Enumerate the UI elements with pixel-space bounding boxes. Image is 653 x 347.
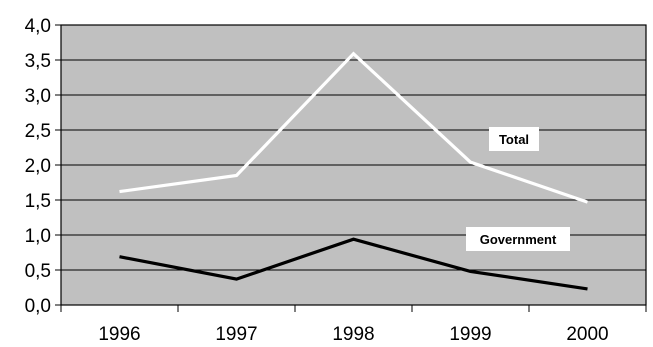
y-tick-label: 2,5 — [25, 121, 51, 142]
x-axis-tick-labels: 1996 1997 1998 1999 2000 — [98, 324, 608, 345]
y-tick-label: 3,0 — [25, 86, 51, 107]
series-label-government-box — [466, 227, 570, 251]
series-label-government-text: Government — [480, 232, 557, 247]
y-tick-label: 3,5 — [25, 51, 51, 72]
y-tick-label: 2,0 — [25, 156, 51, 177]
y-tick-label: 1,0 — [25, 226, 51, 247]
series-label-total-text: Total — [499, 132, 529, 147]
y-tick-label: 0,5 — [25, 261, 51, 282]
y-tick-label: 4,0 — [25, 16, 51, 37]
series-lines — [119, 51, 589, 291]
y-tick-label: 0,0 — [25, 296, 51, 317]
series-label-total: Total — [489, 127, 539, 151]
x-tick-label: 1996 — [98, 324, 140, 345]
x-tick-label: 1999 — [449, 324, 491, 345]
axes — [60, 305, 647, 312]
x-tick-label: 2000 — [566, 324, 608, 345]
series-label-government: Government — [466, 227, 570, 251]
series-label-total-box — [489, 127, 539, 151]
x-tick-label: 1997 — [215, 324, 257, 345]
x-tick-label: 1998 — [332, 324, 374, 345]
y-tick-label: 1,5 — [25, 191, 51, 212]
y-axis-tick-labels: 0,0 0,5 1,0 1,5 2,0 2,5 3,0 3,5 4,0 — [25, 16, 51, 317]
gridlines — [55, 24, 646, 306]
